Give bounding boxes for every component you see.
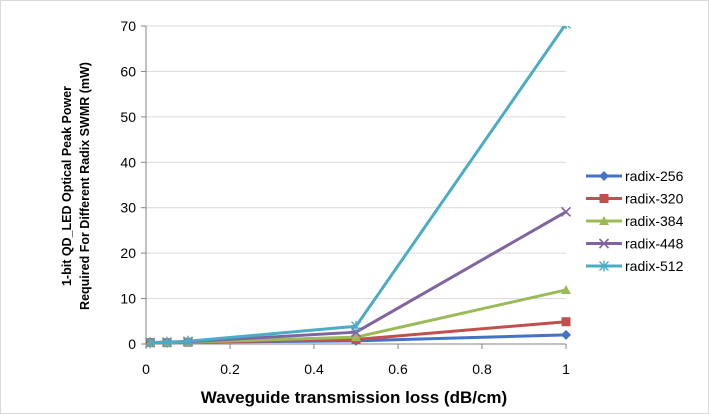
- data-point-radix-448: [560, 206, 572, 217]
- x-tick-label: 0.4: [304, 361, 324, 377]
- y-tick-label: 10: [120, 291, 136, 307]
- legend-label-radix-320: radix-320: [625, 191, 684, 207]
- data-point-radix-512: [351, 320, 361, 332]
- x-tick-label: 0.8: [472, 361, 492, 377]
- gridlines: [146, 25, 566, 300]
- legend-label-radix-256: radix-256: [625, 168, 684, 184]
- data-point-radix-320: [561, 317, 571, 327]
- data-point-radix-256: [561, 329, 571, 340]
- y-tick-label: 70: [120, 18, 136, 34]
- data-point-radix-512: [561, 26, 571, 30]
- legend-marker-radix-512: [599, 260, 609, 272]
- legend-marker-radix-256: [599, 171, 609, 181]
- legend-marker-radix-320: [599, 194, 609, 203]
- axes: [141, 25, 567, 349]
- data-point-radix-512: [183, 335, 193, 347]
- x-axis-title: Waveguide transmission loss (dB/cm): [201, 388, 507, 407]
- y-tick-label: 30: [120, 200, 136, 216]
- x-tick-label: 0: [142, 361, 150, 377]
- legend-label-radix-512: radix-512: [625, 258, 684, 274]
- y-tick-label: 60: [120, 63, 136, 79]
- legend-label-radix-448: radix-448: [625, 236, 684, 252]
- y-tick-label: 0: [128, 336, 136, 352]
- series-lines: [145, 26, 572, 349]
- y-tick-label: 20: [120, 245, 136, 261]
- data-point-radix-384: [561, 284, 571, 294]
- legend-marker-radix-448: [598, 238, 610, 249]
- tick-labels: 0 10 20 30 40 50 60 70 0 0.2 0.4 0.6 0.8 1: [120, 18, 570, 377]
- x-tick-label: 1: [562, 361, 570, 377]
- data-point-radix-384: [351, 332, 361, 342]
- legend: radix-256 radix-320 radix-384 radix-448 radi…: [586, 168, 684, 274]
- y-tick-label: 50: [120, 109, 136, 125]
- data-point-radix-512: [145, 337, 156, 349]
- y-tick-label: 40: [120, 154, 136, 170]
- legend-marker-radix-384: [599, 216, 609, 225]
- legend-label-radix-384: radix-384: [625, 213, 684, 229]
- data-point-radix-512: [162, 336, 172, 348]
- x-tick-label: 0.2: [220, 361, 240, 377]
- y-axis-title-line2: Required For Different Radix SWMR (mW): [78, 62, 92, 310]
- y-axis-title-line1: 1-bit QD_LED Optical Peak Power: [60, 86, 74, 286]
- x-tick-label: 0.6: [388, 361, 408, 377]
